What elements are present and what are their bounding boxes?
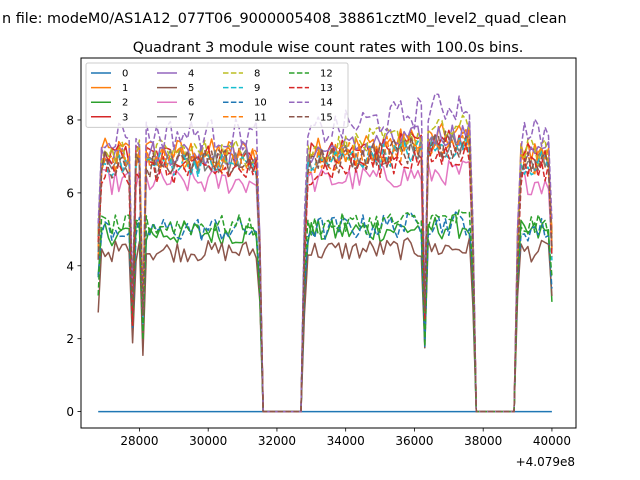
series-line-10 [97, 211, 553, 413]
legend-label: 1 [122, 83, 128, 94]
legend-label: 5 [188, 83, 194, 94]
legend-label: 9 [254, 83, 260, 94]
x-tick-label: 32000 [258, 434, 296, 448]
legend-label: 3 [122, 112, 128, 123]
legend-label: 2 [122, 98, 128, 109]
y-tick-label: 0 [66, 405, 74, 419]
series-line-8 [97, 114, 553, 413]
series-line-3 [97, 125, 553, 413]
legend-label: 4 [188, 69, 194, 80]
series-line-13 [97, 142, 553, 413]
x-axis: 28000 30000 32000 34000 36000 38000 40000 [120, 428, 571, 448]
x-offset-label: +4.079e8 [516, 455, 575, 469]
y-tick-label: 8 [66, 113, 74, 127]
legend-label: 10 [254, 98, 267, 109]
y-tick-label: 2 [66, 332, 74, 346]
series-line-14 [97, 93, 553, 413]
series-line-9 [97, 136, 553, 413]
chart-suptitle: n file: modeM0/AS1A12_077T06_9000005408_… [2, 11, 567, 27]
y-tick-label: 6 [66, 186, 74, 200]
legend-label: 13 [320, 83, 333, 94]
series-line-2 [97, 213, 553, 413]
legend-label: 8 [254, 69, 260, 80]
legend-label: 0 [122, 69, 128, 80]
x-tick-label: 36000 [395, 434, 433, 448]
y-axis: 0 2 4 6 8 [66, 113, 81, 419]
series-line-12 [97, 209, 553, 413]
x-tick-label: 30000 [189, 434, 227, 448]
x-tick-label: 28000 [120, 434, 158, 448]
y-tick-label: 4 [66, 259, 74, 273]
x-tick-label: 38000 [464, 434, 502, 448]
legend-label: 15 [320, 112, 333, 123]
series-line-15 [97, 130, 553, 413]
legend-label: 14 [320, 98, 333, 109]
series-line-11 [97, 127, 553, 413]
chart-title: Quadrant 3 module wise count rates with … [133, 40, 524, 56]
series-line-5 [97, 237, 553, 413]
legend-label: 11 [254, 112, 267, 123]
x-tick-label: 34000 [327, 434, 365, 448]
legend-label: 12 [320, 69, 333, 80]
legend-label: 7 [188, 112, 194, 123]
plot-frame [80, 57, 577, 429]
series-lines [97, 93, 553, 413]
x-tick-label: 40000 [533, 434, 571, 448]
legend-box [85, 62, 349, 128]
series-line-6 [97, 159, 553, 413]
legend-label: 6 [188, 98, 194, 109]
